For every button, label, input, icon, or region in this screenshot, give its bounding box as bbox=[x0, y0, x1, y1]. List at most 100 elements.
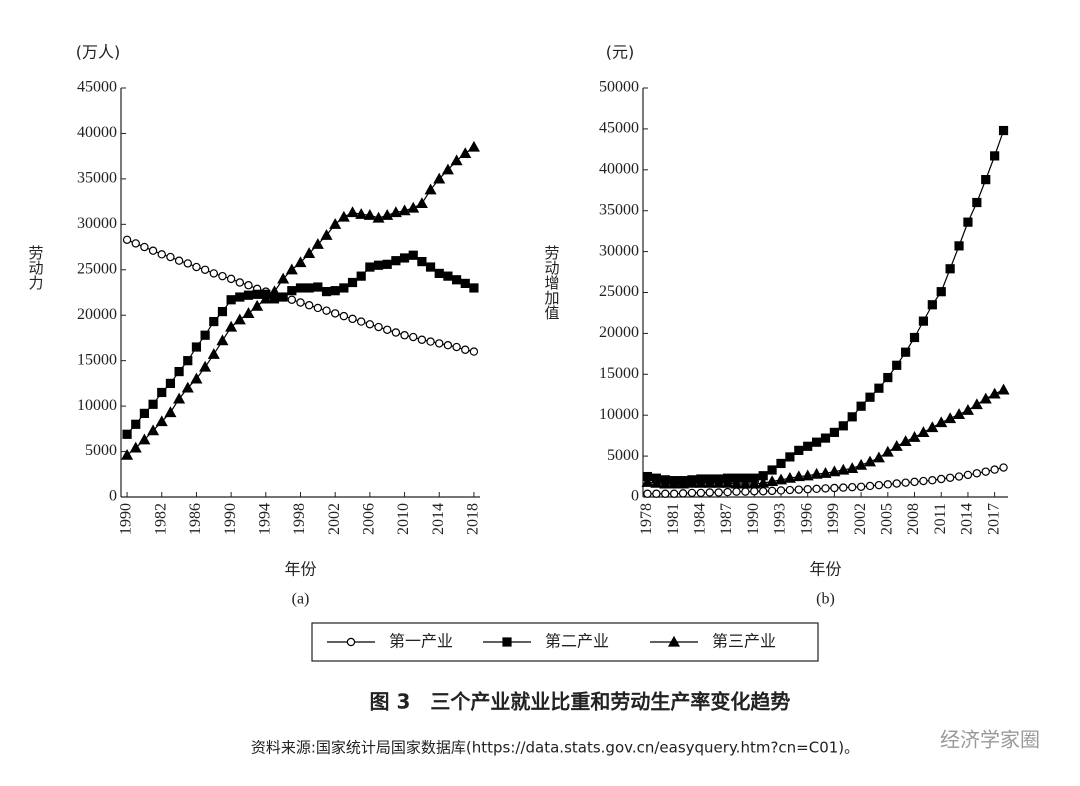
y-tick-label: 50000 bbox=[599, 79, 639, 96]
marker bbox=[883, 480, 893, 489]
marker bbox=[320, 229, 333, 240]
marker bbox=[391, 328, 401, 337]
marker bbox=[988, 387, 1001, 399]
marker bbox=[225, 320, 238, 332]
marker bbox=[750, 487, 759, 496]
marker bbox=[739, 477, 752, 489]
marker bbox=[294, 256, 307, 268]
marker bbox=[758, 487, 768, 496]
marker bbox=[963, 217, 973, 227]
marker bbox=[928, 476, 937, 485]
y-tick-label: 0 bbox=[631, 488, 639, 505]
marker bbox=[467, 140, 480, 152]
y-tick-label: 10000 bbox=[77, 397, 117, 414]
marker bbox=[757, 476, 770, 488]
marker bbox=[972, 197, 982, 208]
marker bbox=[459, 147, 472, 159]
marker bbox=[122, 429, 132, 439]
y-tick-label: 15000 bbox=[77, 351, 117, 368]
legend-box bbox=[311, 622, 819, 662]
marker bbox=[785, 452, 795, 462]
series-line bbox=[647, 130, 1005, 482]
marker bbox=[190, 372, 203, 384]
marker bbox=[148, 399, 158, 409]
y-axis-label: 劳动增加值 bbox=[543, 245, 561, 320]
series-line bbox=[126, 254, 475, 435]
legend-label: 第二产业 bbox=[545, 632, 609, 651]
marker bbox=[321, 286, 332, 297]
marker bbox=[774, 473, 788, 485]
marker bbox=[391, 256, 401, 266]
x-tick-label: 1984 bbox=[692, 503, 709, 535]
y-tick-label: 30000 bbox=[599, 242, 639, 259]
x-tick-label: 1990 bbox=[745, 503, 762, 535]
marker bbox=[954, 241, 964, 251]
marker bbox=[417, 335, 427, 344]
marker bbox=[330, 286, 340, 296]
y-tick-label: 0 bbox=[109, 488, 117, 505]
marker bbox=[365, 320, 375, 329]
marker bbox=[415, 197, 428, 209]
marker bbox=[650, 476, 663, 488]
marker bbox=[935, 416, 948, 428]
marker bbox=[767, 486, 777, 496]
x-tick-label: 2006 bbox=[361, 503, 378, 535]
marker bbox=[865, 481, 875, 491]
marker bbox=[407, 201, 420, 213]
marker bbox=[846, 462, 859, 473]
x-tick-label: 2008 bbox=[905, 503, 922, 535]
marker bbox=[451, 275, 462, 285]
marker bbox=[819, 467, 832, 478]
marker bbox=[226, 295, 236, 305]
x-tick-label: 1993 bbox=[772, 503, 789, 535]
y-tick-label: 10000 bbox=[599, 406, 639, 423]
legend-label: 第三产业 bbox=[712, 632, 776, 651]
marker bbox=[669, 489, 679, 498]
marker bbox=[441, 163, 454, 175]
marker bbox=[901, 347, 911, 357]
watermark: 经济学家圈 bbox=[940, 728, 1040, 752]
marker bbox=[330, 309, 340, 318]
marker bbox=[373, 260, 384, 270]
marker bbox=[732, 487, 741, 496]
marker bbox=[766, 475, 779, 487]
x-axis-label: 年份 bbox=[809, 560, 841, 579]
x-axis-label: 年份 bbox=[284, 560, 316, 579]
marker bbox=[425, 262, 436, 272]
marker bbox=[435, 339, 444, 348]
marker bbox=[278, 292, 288, 302]
marker bbox=[426, 337, 435, 346]
marker bbox=[226, 274, 236, 284]
marker bbox=[173, 392, 186, 404]
marker bbox=[767, 465, 777, 475]
marker bbox=[434, 268, 444, 279]
marker bbox=[801, 469, 814, 481]
x-tick-label: 2010 bbox=[395, 503, 412, 535]
marker bbox=[899, 435, 912, 446]
marker bbox=[794, 445, 804, 455]
marker bbox=[337, 210, 350, 222]
marker bbox=[408, 250, 418, 260]
marker bbox=[981, 467, 990, 476]
marker bbox=[285, 263, 298, 275]
x-tick-label: 1994 bbox=[256, 503, 273, 535]
marker bbox=[131, 419, 141, 429]
marker bbox=[812, 484, 821, 494]
x-tick-label: 1981 bbox=[665, 503, 682, 535]
marker bbox=[712, 476, 725, 488]
marker bbox=[811, 437, 822, 447]
x-tick-label: 2011 bbox=[932, 503, 949, 534]
marker bbox=[433, 172, 446, 184]
y-tick-label: 40000 bbox=[77, 124, 117, 141]
marker bbox=[209, 316, 219, 327]
marker bbox=[157, 387, 167, 398]
marker bbox=[217, 306, 228, 317]
marker bbox=[287, 286, 297, 296]
marker bbox=[901, 478, 910, 487]
marker bbox=[209, 269, 218, 278]
marker bbox=[183, 259, 192, 268]
marker bbox=[954, 472, 964, 481]
caption: (b) bbox=[816, 591, 835, 608]
marker bbox=[821, 484, 830, 493]
